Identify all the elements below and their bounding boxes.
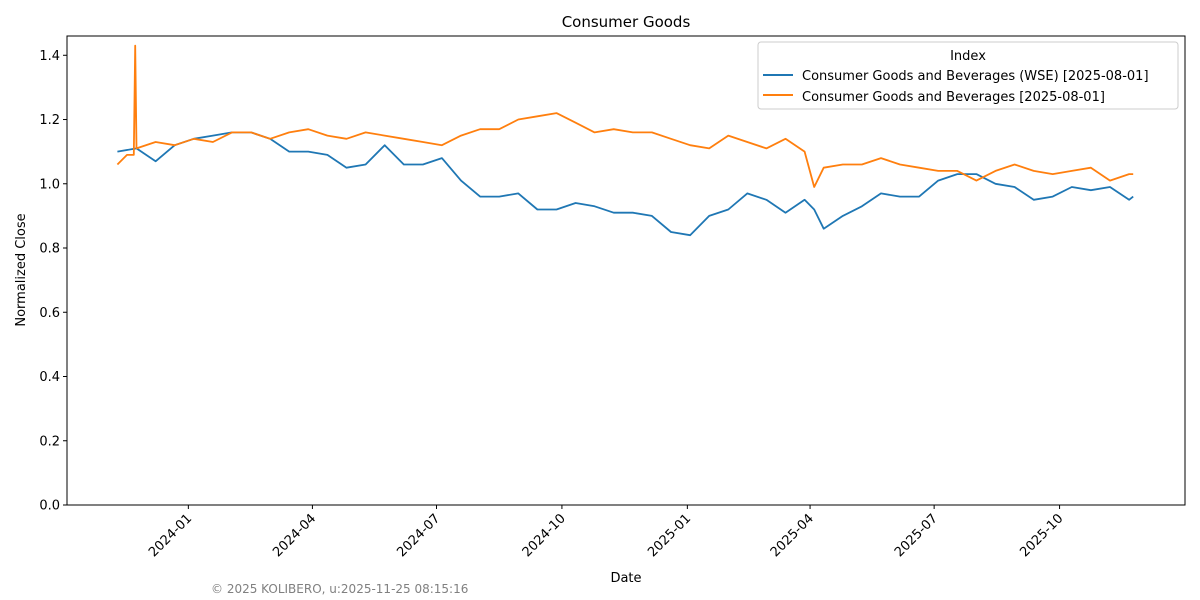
x-tick-label: 2024-04 [270,511,319,560]
x-tick-label: 2024-01 [146,511,195,560]
y-tick-label: 0.8 [39,242,60,257]
x-tick-label: 2025-07 [892,511,941,560]
legend-title: Index [950,49,986,64]
y-tick-label: 0.4 [39,370,60,385]
x-tick-label: 2024-07 [394,511,443,560]
chart-title: Consumer Goods [562,13,691,31]
copyright-footer: © 2025 KOLIBERO, u:2025-11-25 08:15:16 [211,582,469,596]
x-tick-label: 2025-01 [645,511,694,560]
y-tick-label: 0.0 [39,499,60,514]
x-axis-label: Date [610,571,641,586]
legend-label-beverages: Consumer Goods and Beverages [2025-08-01… [802,90,1105,105]
series-line-wse [117,131,1134,237]
y-tick-label: 1.0 [39,177,60,192]
plot-frame [66,35,1186,506]
series-line-beverages [116,44,1134,188]
x-tick-label: 2024-10 [520,511,569,560]
legend-label-wse: Consumer Goods and Beverages (WSE) [2025… [802,69,1149,84]
legend: Index Consumer Goods and Beverages (WSE)… [757,41,1179,110]
y-tick-label: 0.6 [39,306,60,321]
x-tick-label: 2025-04 [768,511,817,560]
x-tick-label: 2025-10 [1017,511,1066,560]
legend-box [757,41,1179,110]
y-tick-label: 0.2 [39,434,60,449]
y-axis-label: Normalized Close [14,213,29,326]
y-tick-label: 1.4 [39,49,60,64]
y-tick-label: 1.2 [39,113,60,128]
